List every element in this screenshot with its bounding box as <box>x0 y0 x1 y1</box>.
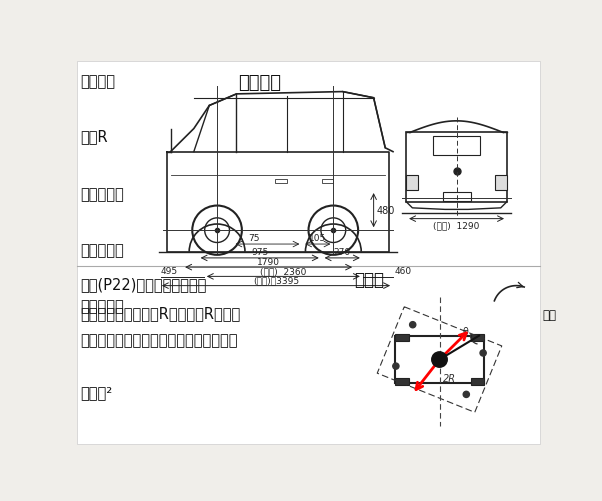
Text: 270: 270 <box>334 248 351 257</box>
Bar <box>433 137 480 156</box>
Circle shape <box>463 391 470 398</box>
Text: 460: 460 <box>394 267 412 275</box>
Text: 提示２: 提示２ <box>354 271 384 289</box>
Text: 計算要素: 計算要素 <box>80 74 115 89</box>
Text: 975: 975 <box>251 248 268 257</box>
Text: 半径R: 半径R <box>80 129 108 144</box>
Bar <box>406 175 418 191</box>
Text: θ: θ <box>462 326 468 336</box>
Bar <box>495 175 507 191</box>
Circle shape <box>432 352 447 368</box>
Text: 小出車の回転直径２Rである。Rは回転: 小出車の回転直径２Rである。Rは回転 <box>80 306 240 321</box>
Bar <box>406 133 507 202</box>
Text: 回転: 回転 <box>542 309 557 322</box>
Text: の正面図と: の正面図と <box>80 187 123 202</box>
Bar <box>394 379 409 386</box>
Text: 75: 75 <box>248 233 259 242</box>
Text: ３６０²: ３６０² <box>80 384 112 399</box>
Text: 料５(P22)内の図６である。: 料５(P22)内の図６である。 <box>80 277 206 292</box>
Text: ルベースは: ルベースは <box>80 298 123 313</box>
Text: (軸間)  2360: (軸間) 2360 <box>260 267 306 275</box>
Text: 495: 495 <box>161 267 178 275</box>
Circle shape <box>393 363 399 369</box>
Text: 480: 480 <box>377 206 395 216</box>
Bar <box>396 336 485 384</box>
Bar <box>442 192 471 201</box>
Text: 資料１２: 資料１２ <box>238 74 281 92</box>
Text: とにより数学公式の「三平方の定理」を: とにより数学公式の「三平方の定理」を <box>80 333 237 348</box>
Text: 2R: 2R <box>444 374 456 384</box>
Bar <box>321 179 334 184</box>
Text: 1790: 1790 <box>257 257 280 266</box>
Bar <box>275 179 287 184</box>
Text: (軸距)  1290: (軸距) 1290 <box>433 221 480 230</box>
Text: (全長)　3395: (全長) 3395 <box>253 276 299 285</box>
Bar <box>471 379 485 386</box>
Text: 105: 105 <box>309 233 326 242</box>
Bar <box>394 334 409 341</box>
Circle shape <box>409 322 416 328</box>
Text: 輪間距離が: 輪間距離が <box>80 243 123 258</box>
Bar <box>471 334 485 341</box>
Circle shape <box>480 350 486 356</box>
